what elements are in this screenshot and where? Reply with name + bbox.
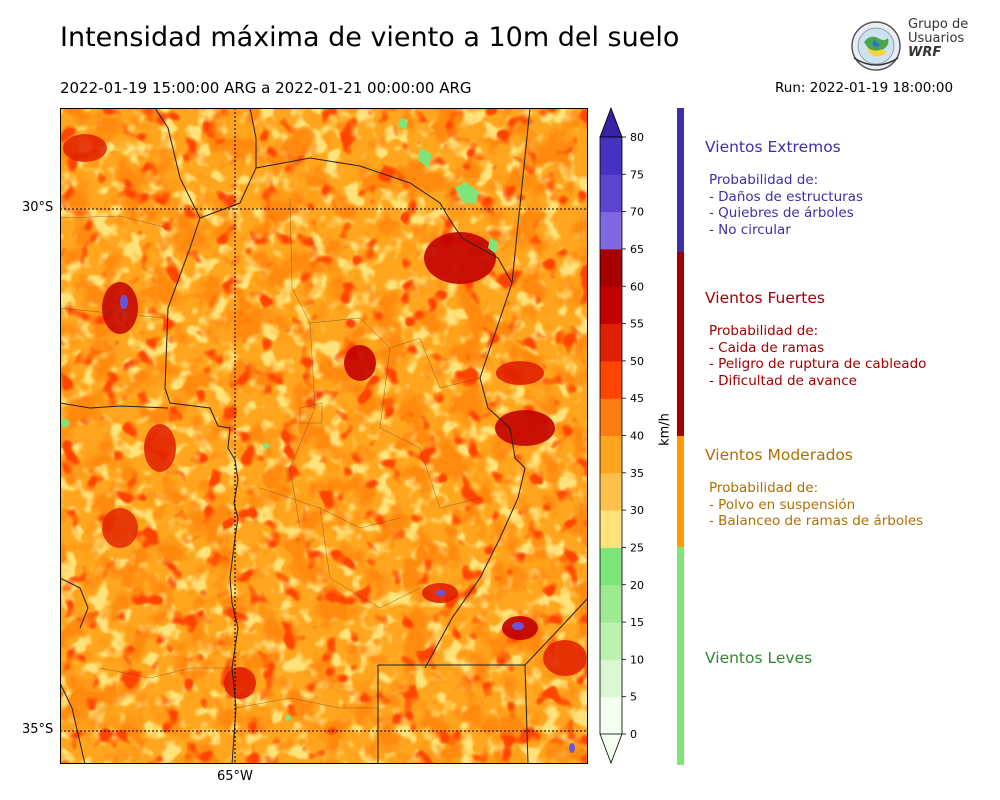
- strong-wind-cores: [63, 134, 587, 753]
- legend-item: - Polvo en suspensión: [709, 496, 856, 513]
- legend-item: Probabilidad de:: [709, 172, 819, 188]
- department-boundaries: [60, 197, 481, 709]
- colorbar-max-extension: [599, 106, 623, 138]
- colorbar-tick-label: 80: [630, 131, 644, 144]
- colorbar-segment: [600, 323, 622, 362]
- colorbar-segment: [600, 472, 622, 511]
- colorbar-min-extension: [599, 733, 623, 765]
- globe-icon: [851, 21, 901, 71]
- colorbar-segment: [600, 398, 622, 436]
- colorbar-tick-label: 45: [630, 392, 644, 405]
- legend-item: Probabilidad de:: [709, 480, 819, 496]
- legend-title-fuertes: Vientos Fuertes: [705, 289, 825, 307]
- legend-bar-leves: [677, 547, 684, 765]
- wind-map: [60, 108, 588, 764]
- colorbar-tick-label: 5: [630, 691, 637, 704]
- run-time: Run: 2022-01-19 18:00:00: [775, 80, 954, 96]
- colorbar-tick-label: 40: [630, 430, 644, 443]
- colorbar-segment: [600, 659, 622, 698]
- forecast-period: 2022-01-19 15:00:00 ARG a 2022-01-21 00:…: [60, 79, 472, 97]
- lon-label-65w: 65°W: [217, 769, 253, 784]
- colorbar-tick-label: 55: [630, 318, 644, 331]
- wind-field-map: [60, 108, 588, 764]
- logo-line-3: WRF: [908, 45, 942, 60]
- legend-bar-fuertes: [677, 252, 684, 436]
- colorbar-segment: [600, 137, 622, 175]
- legend-title-extremos: Vientos Extremos: [705, 138, 841, 156]
- legend-extremos: Vientos Extremos Probabilidad de: - Daño…: [705, 138, 863, 238]
- colorbar-segment: [600, 622, 622, 660]
- legend-fuertes: Vientos Fuertes Probabilidad de: - Caida…: [705, 289, 926, 389]
- colorbar-tick-label: 30: [630, 504, 644, 517]
- legend-item: - No circular: [709, 221, 791, 238]
- colorbar-tick-label: 60: [630, 280, 644, 293]
- colorbar-tick-label: 75: [630, 168, 644, 181]
- legend-item: - Quiebres de árboles: [709, 205, 854, 221]
- logo-line-2: Usuarios: [908, 31, 965, 46]
- colorbar-tick-label: 70: [630, 206, 644, 219]
- legend-items-moderados: Probabilidad de: - Polvo en suspensión -…: [705, 480, 923, 530]
- colorbar-scale: 0 5 10 15 20 25 30 35 40 45 50 55 60 65 70 75 80: [599, 106, 644, 765]
- colorbar-tick-label: 10: [630, 653, 644, 666]
- colorbar-segment: [600, 286, 622, 325]
- legend-items-extremos: Probabilidad de: - Daños de estructuras …: [705, 172, 863, 238]
- legend-item: - Peligro de ruptura de cableado: [709, 356, 927, 372]
- colorbar-segment: [600, 360, 622, 399]
- wrf-users-logo: Grupo de Usuarios WRF: [848, 18, 978, 72]
- legend-leves: Vientos Leves: [705, 649, 812, 667]
- colorbar-tick-label: 20: [630, 579, 644, 592]
- legend-item: - Caida de ramas: [709, 339, 825, 356]
- legend-moderados: Vientos Moderados Probabilidad de: - Pol…: [705, 446, 923, 530]
- map-frame: [60, 108, 588, 764]
- map-title: Intensidad máxima de viento a 10m del su…: [60, 22, 680, 53]
- logo-text: Grupo de Usuarios WRF: [908, 18, 968, 60]
- legend-item: - Daños de estructuras: [709, 188, 864, 205]
- province-boundaries: [60, 108, 588, 764]
- colorbar-tick-label: 65: [630, 243, 644, 256]
- colorbar: 0 5 10 15 20 25 30 35 40 45 50 55 60 65 70 75 80: [590, 100, 670, 780]
- legend-item: Probabilidad de:: [709, 323, 819, 339]
- legend-bar-moderados: [677, 436, 684, 547]
- colorbar-tick-label: 0: [630, 728, 637, 741]
- green-patches: [61, 118, 498, 721]
- colorbar-segment: [600, 547, 622, 586]
- colorbar-segment: [600, 510, 622, 548]
- colorbar-segment: [600, 211, 622, 250]
- legend-title-leves: Vientos Leves: [705, 649, 813, 667]
- colorbar-segment: [600, 584, 622, 623]
- legend-bar-extremos: [677, 108, 684, 252]
- colorbar-tick-label: 15: [630, 616, 644, 629]
- colorbar-tick-label: 25: [630, 541, 644, 554]
- colorbar-segment: [600, 248, 622, 287]
- lat-label-35s: 35°S: [22, 722, 54, 737]
- legend-item: - Dificultad de avance: [709, 372, 857, 389]
- legend-title-moderados: Vientos Moderados: [705, 446, 853, 464]
- legend-item: - Balanceo de ramas de árboles: [709, 513, 924, 529]
- lat-label-30s: 30°S: [22, 200, 54, 215]
- colorbar-segment: [600, 174, 622, 213]
- graticule: [60, 108, 588, 764]
- legend-items-fuertes: Probabilidad de: - Caida de ramas - Peli…: [705, 323, 926, 389]
- colorbar-tick-label: 35: [630, 467, 644, 480]
- colorbar-segment: [600, 435, 622, 474]
- colorbar-segment: [600, 696, 622, 735]
- colorbar-unit: km/h: [657, 413, 673, 446]
- logo-line-1: Grupo de: [908, 17, 969, 32]
- colorbar-tick-label: 50: [630, 355, 644, 368]
